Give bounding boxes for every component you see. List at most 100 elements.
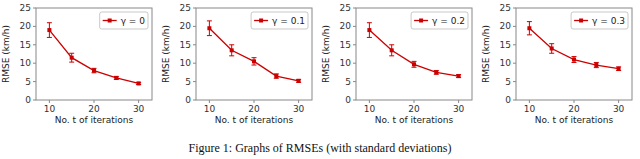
x-tick-label: 20 [568, 104, 580, 114]
x-tick [414, 100, 415, 103]
error-bar [389, 45, 394, 56]
y-tick-label: 15 [180, 40, 191, 50]
error-bar [229, 45, 234, 56]
data-group [367, 23, 461, 78]
legend-label: γ = 0 [121, 16, 146, 26]
plot-frame [36, 8, 152, 100]
y-tick [33, 100, 36, 101]
error-bar-cap [229, 44, 234, 45]
panel: 0510152025102030No. t of iterationsRMSE … [481, 3, 632, 125]
marker [572, 58, 576, 62]
x-tick [138, 100, 139, 103]
y-tick-label: 5 [505, 77, 511, 87]
x-tick-label: 30 [133, 104, 145, 114]
panel: 0510152025102030No. t of iterationsRMSE … [161, 3, 312, 125]
figure: 0510152025102030No. t of iterationsRMSE … [0, 0, 640, 159]
y-tick [513, 44, 516, 45]
panel: 0510152025102030No. t of iterationsRMSE … [1, 3, 152, 125]
error-bar-cap [252, 57, 257, 58]
error-bar [47, 23, 52, 38]
error-bar [92, 68, 97, 72]
x-tick-label: 30 [613, 104, 625, 114]
x-tick-label: 30 [293, 104, 305, 114]
error-bar [136, 82, 141, 84]
plot-frame [516, 8, 632, 100]
x-tick-label: 10 [364, 104, 376, 114]
error-bar [114, 76, 119, 79]
x-tick [369, 100, 370, 103]
legend-box [251, 12, 308, 29]
legend-label: γ = 0.3 [592, 16, 625, 26]
marker [70, 56, 74, 60]
marker [137, 81, 141, 85]
y-tick-label: 25 [340, 3, 351, 13]
y-tick-label: 10 [340, 58, 352, 68]
legend-marker [579, 19, 583, 23]
y-tick [513, 8, 516, 9]
y-tick-label: 15 [340, 40, 351, 50]
error-bar [594, 62, 599, 67]
data-group [207, 21, 301, 83]
panel: 0510152025102030No. t of iterationsRMSE … [321, 3, 472, 125]
series-line [369, 30, 458, 76]
legend-label: γ = 0.2 [432, 16, 465, 26]
x-axis-label: No. t of iterations [55, 115, 134, 125]
legend-box [411, 12, 468, 29]
error-bar-cap [572, 56, 577, 57]
y-tick-label: 20 [180, 21, 192, 31]
y-tick [513, 81, 516, 82]
y-tick-label: 10 [500, 58, 512, 68]
y-axis-label: RMSE (km/h) [1, 25, 11, 83]
y-tick-label: 20 [500, 21, 512, 31]
error-bar [252, 58, 257, 65]
marker [550, 46, 554, 50]
marker [390, 48, 394, 52]
error-bar-cap [367, 37, 372, 38]
error-bar-cap [229, 55, 234, 56]
x-tick [618, 100, 619, 103]
legend: γ = 0.2 [411, 12, 468, 29]
marker [527, 26, 531, 30]
error-bar-cap [594, 67, 599, 68]
y-tick-label: 20 [20, 21, 32, 31]
x-axis-label: No. t of iterations [375, 115, 454, 125]
error-bar-cap [47, 37, 52, 38]
y-tick [513, 26, 516, 27]
error-bar [207, 21, 212, 36]
error-bar-cap [207, 20, 212, 21]
marker [367, 28, 371, 32]
error-bar [412, 61, 417, 67]
y-tick [193, 81, 196, 82]
x-tick [574, 100, 575, 103]
marker [457, 74, 461, 78]
error-bar [527, 22, 532, 35]
y-tick-label: 0 [345, 95, 351, 105]
error-bar [549, 44, 554, 54]
y-tick [193, 8, 196, 9]
y-tick-label: 15 [500, 40, 511, 50]
x-tick [94, 100, 95, 103]
error-bar-cap [412, 61, 417, 62]
legend-label: γ = 0.1 [272, 16, 305, 26]
y-tick-label: 0 [505, 95, 511, 105]
error-bar [616, 67, 621, 71]
y-tick [193, 44, 196, 45]
error-bar-cap [69, 62, 74, 63]
y-tick [33, 81, 36, 82]
plot-frame [196, 8, 312, 100]
error-bar [296, 79, 301, 82]
x-tick-label: 10 [44, 104, 56, 114]
y-axis-label: RMSE (km/h) [161, 25, 171, 83]
error-bar [274, 74, 279, 78]
x-tick-label: 10 [524, 104, 536, 114]
error-bar [456, 75, 461, 78]
x-tick-label: 20 [408, 104, 420, 114]
series-line [49, 30, 138, 83]
marker [274, 74, 278, 78]
data-group [47, 23, 141, 86]
x-axis-label: No. t of iterations [535, 115, 614, 125]
y-tick [33, 63, 36, 64]
y-tick-label: 15 [20, 40, 31, 50]
y-tick [193, 63, 196, 64]
legend-box [100, 12, 148, 29]
